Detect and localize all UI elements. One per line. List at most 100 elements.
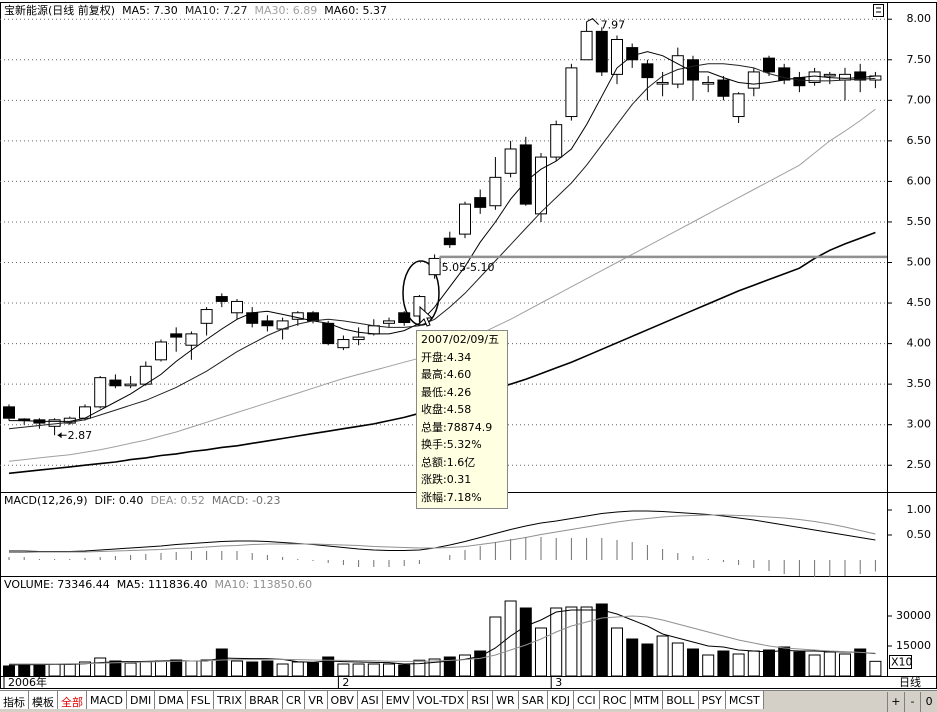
candle-body [808,71,821,83]
candle-body [687,59,699,81]
y-tick-label: 4.00 [907,337,932,350]
volume-bar [367,663,380,677]
x-tick-label: 3 [555,676,562,689]
y-tick-label: 5.50 [907,215,932,228]
candle-body [337,339,350,349]
tab[interactable]: EMV [382,691,414,709]
candle-body [656,81,669,85]
volume-bar [170,659,183,677]
tab[interactable]: SAR [518,691,549,709]
tab[interactable]: ASI [357,691,383,709]
candle-body [413,296,426,317]
tab[interactable]: MTM [630,691,664,709]
tab[interactable]: CCI [573,691,600,709]
volume-bar [550,607,563,677]
volume-bar [124,662,137,677]
tooltip-line: 开盘:4.34 [421,350,472,364]
window-icon[interactable] [873,4,884,17]
tab[interactable]: PSY [698,691,726,709]
volume-bar [276,663,289,677]
tab[interactable]: WR [493,691,519,709]
y-tick-label: 5.00 [907,256,932,269]
legend-bg [210,494,284,508]
volume-bar [778,646,791,677]
tab[interactable]: 指标 [0,691,29,709]
tab[interactable]: KDJ [548,691,574,709]
tab[interactable]: CR [283,691,306,709]
annotation-arrow [57,432,62,439]
indicator-tabs: 指标 模板 全部 MACD DMI DMA FSL TRIX BRAR CR VR OBV ASI EMV… [0,690,937,712]
volume-bar [155,660,167,677]
candle-body [550,124,563,158]
candle-body [367,325,380,335]
y-tick-label: 3.00 [907,418,932,431]
candle-body [595,30,608,73]
tab[interactable]: ROC [599,691,631,709]
cursor-arrow [419,305,434,327]
tab[interactable]: MACD [87,691,127,709]
volume-bar [823,651,836,677]
tab[interactable]: DMI [126,691,156,709]
tab[interactable]: DMA [155,691,188,709]
legend-bg [121,4,181,18]
legend-bg [115,578,211,592]
volume-bar [79,661,91,677]
tab[interactable]: TRIX [213,691,247,709]
candle-body [231,300,243,314]
candle-body [322,322,335,345]
volume-bar [580,606,593,677]
volume-bar [215,648,228,677]
volume-bar [413,659,426,677]
legend-bg [93,494,147,508]
tooltip-line: 收盘:4.58 [421,403,472,416]
volume-bar [3,665,15,677]
tab[interactable]: 全部 [58,691,87,709]
legend-entry: VOLUME: 73346.44 [4,578,110,591]
tab[interactable]: 模板 [29,691,58,709]
annotation-arrow [586,18,599,26]
volume-bar [641,643,654,677]
candle-body [626,47,639,61]
volume-bar [626,638,639,677]
tab[interactable]: VOL-TDX [413,691,469,709]
tooltip-line: 总量:78874.9 [421,420,493,434]
candle-body [185,333,198,346]
candle-body [109,379,122,387]
volume-bar [747,650,760,677]
tooltip-line: 总额:1.6亿 [421,455,476,469]
volume-bar [489,616,502,677]
zoom-button[interactable]: 0 [920,692,937,712]
candle-body [489,176,502,207]
volume-bar [732,653,745,677]
legend-entry: 宝新能源(日线 前复权) [4,3,115,17]
volume-bar [717,650,730,677]
range-label: 5.05-5.10 [442,261,495,274]
tooltip-line: 最高:4.60 [421,368,472,381]
volume-bar [504,600,517,677]
candle-body [474,197,487,208]
tab[interactable]: BOLL [663,691,699,709]
candle-body [763,57,775,73]
legend-entry: MACD: -0.23 [212,494,281,507]
tab[interactable]: VR [305,691,328,709]
candle-body [535,156,547,215]
zoom-button[interactable]: - [903,692,921,712]
tooltip-line: 最低:4.26 [421,385,472,399]
candle-body [793,77,806,87]
tab[interactable]: MCST [725,691,764,709]
volume-bar [793,651,806,677]
tab[interactable]: RSI [468,691,494,709]
x-tick-label: 2 [342,676,349,689]
zoom-button[interactable]: + [887,692,904,712]
y-tick-label: 0.50 [907,528,932,541]
volume-bar [33,664,46,677]
candle-body [398,312,411,324]
tab[interactable]: OBV [327,691,358,709]
volume-bar [139,661,152,677]
candle-body [869,75,882,81]
tab[interactable]: BRAR [246,691,284,709]
volume-bar [474,650,487,677]
series-line [8,63,876,430]
tab[interactable]: FSL [187,691,214,709]
